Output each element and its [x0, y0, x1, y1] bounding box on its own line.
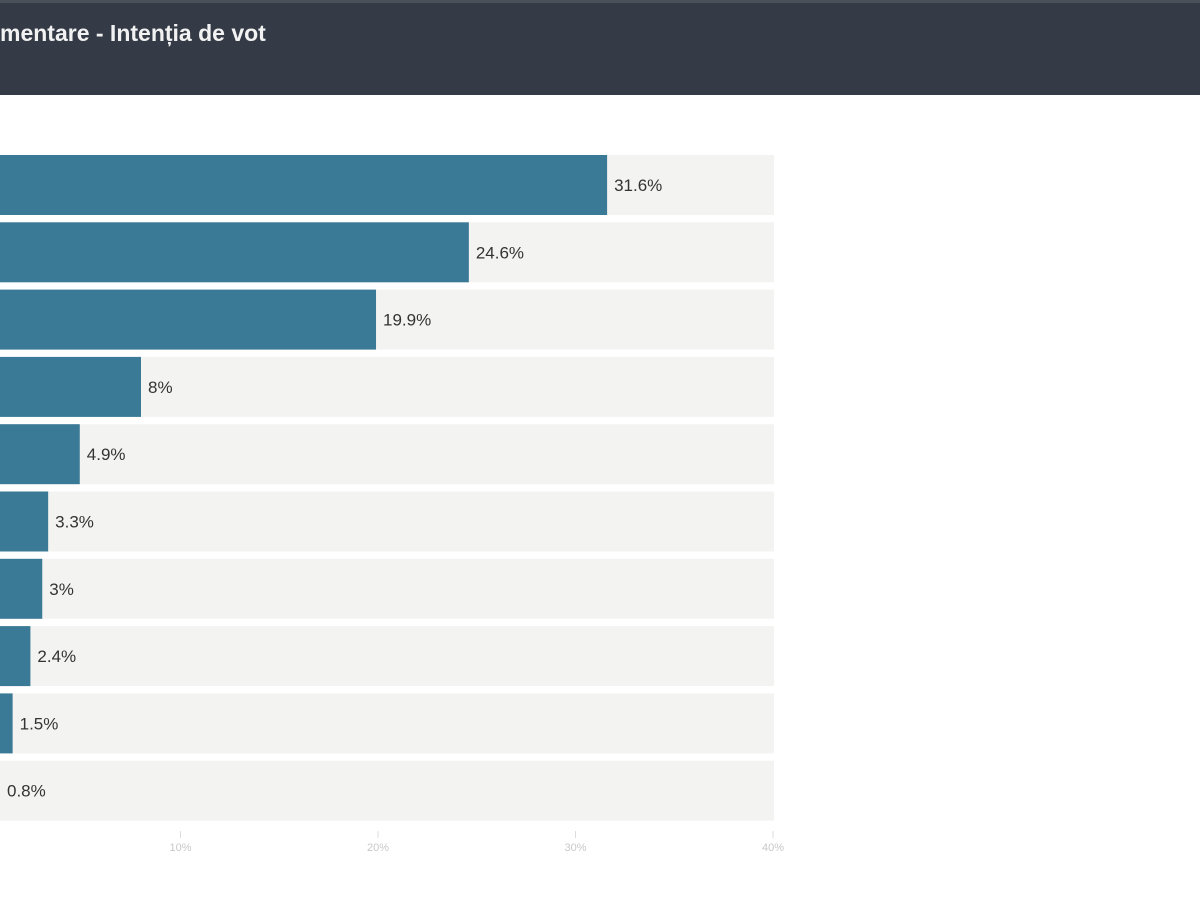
bar-value-label: 3.3%: [55, 513, 94, 532]
x-tick-label: 10%: [169, 842, 191, 854]
bar-value-label: 4.9%: [87, 445, 126, 464]
bar-value-label: 3%: [49, 580, 74, 599]
bar: [0, 289, 377, 350]
bar: [0, 356, 141, 417]
bar-value-label: 19.9%: [383, 311, 431, 330]
bar-value-label: 8%: [148, 378, 173, 397]
bar-track: [0, 760, 774, 821]
bar-track: [0, 693, 774, 754]
bar: [0, 491, 49, 552]
chart-title: mentare - Intenția de vot: [0, 20, 266, 46]
bar-value-label: 24.6%: [476, 243, 524, 262]
x-tick-label: 40%: [762, 842, 784, 854]
bar: [0, 222, 469, 283]
bar-value-label: 1.5%: [20, 714, 59, 733]
bar-value-label: 31.6%: [614, 176, 662, 195]
bar: [0, 155, 608, 215]
bar-value-label: 2.4%: [37, 647, 76, 666]
bar: [0, 693, 13, 754]
chart-header: mentare - Intenția de vot: [0, 0, 1200, 95]
bar-value-label: 0.8%: [7, 782, 46, 801]
x-tick-label: 30%: [564, 842, 586, 854]
bar: [0, 626, 31, 687]
x-tick-label: 20%: [367, 842, 389, 854]
bar-track: [0, 558, 774, 619]
bar: [0, 424, 80, 485]
bar-track: [0, 491, 774, 552]
bar-track: [0, 626, 774, 687]
bar-track: [0, 424, 774, 485]
bar: [0, 558, 43, 619]
